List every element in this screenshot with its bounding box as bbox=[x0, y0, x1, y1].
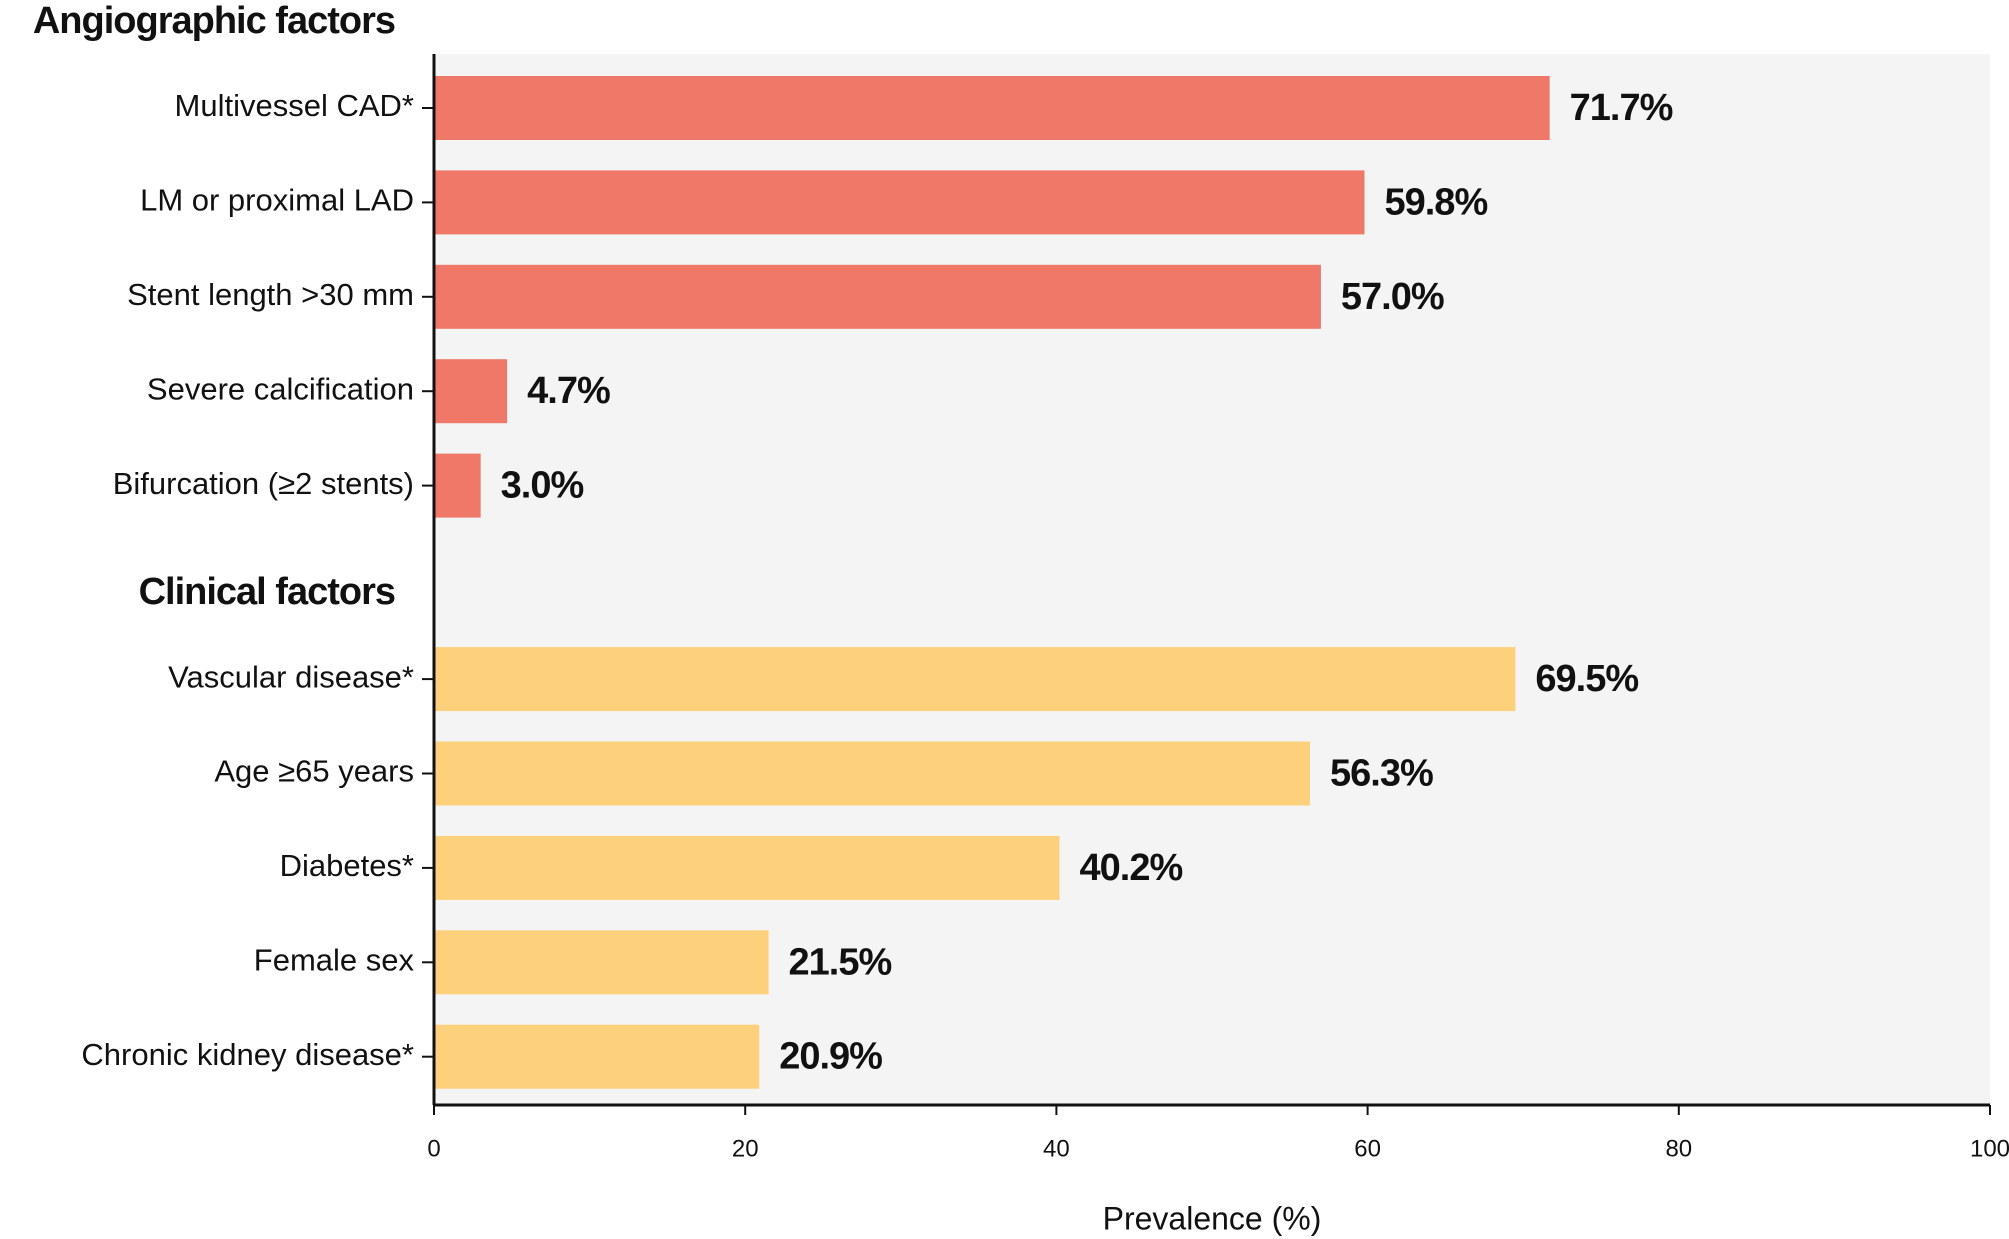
bar bbox=[434, 930, 769, 995]
y-tick-label: Diabetes* bbox=[280, 848, 414, 883]
value-label: 21.5% bbox=[789, 941, 892, 983]
y-tick-label: Multivessel CAD* bbox=[175, 88, 414, 123]
x-tick-label: 0 bbox=[427, 1135, 440, 1162]
value-label: 3.0% bbox=[501, 465, 584, 507]
y-tick-label: Stent length >30 mm bbox=[127, 277, 414, 312]
x-tick-label: 60 bbox=[1354, 1135, 1381, 1162]
group-title: Clinical factors bbox=[139, 571, 395, 613]
y-tick-label: Age ≥65 years bbox=[214, 754, 414, 789]
value-label: 71.7% bbox=[1570, 87, 1673, 129]
x-tick-label: 80 bbox=[1665, 1135, 1692, 1162]
bar bbox=[434, 359, 508, 424]
value-label: 59.8% bbox=[1384, 181, 1487, 223]
y-tick-label: LM or proximal LAD bbox=[140, 183, 414, 218]
y-tick-label: Bifurcation (≥2 stents) bbox=[113, 466, 414, 501]
y-tick-label: Female sex bbox=[254, 942, 415, 977]
value-label: 4.7% bbox=[527, 370, 610, 412]
x-tick-label: 20 bbox=[732, 1135, 759, 1162]
bar bbox=[434, 170, 1365, 235]
bar bbox=[434, 453, 481, 518]
x-axis-label: Prevalence (%) bbox=[1103, 1200, 1322, 1236]
x-tick-label: 100 bbox=[1970, 1135, 2009, 1162]
bar bbox=[434, 647, 1516, 712]
value-label: 69.5% bbox=[1535, 658, 1638, 700]
x-tick-label: 40 bbox=[1043, 1135, 1070, 1162]
y-tick-label: Severe calcification bbox=[147, 371, 414, 406]
bar bbox=[434, 76, 1550, 140]
y-tick-label: Vascular disease* bbox=[168, 659, 414, 694]
value-label: 56.3% bbox=[1330, 753, 1433, 795]
group-title: Angiographic factors bbox=[33, 0, 395, 42]
bar bbox=[434, 264, 1321, 329]
bar bbox=[434, 835, 1060, 900]
value-label: 20.9% bbox=[779, 1036, 882, 1078]
value-label: 57.0% bbox=[1341, 276, 1444, 318]
bar bbox=[434, 741, 1311, 806]
value-label: 40.2% bbox=[1080, 847, 1183, 889]
y-tick-label: Chronic kidney disease* bbox=[81, 1037, 414, 1072]
bar bbox=[434, 1024, 760, 1089]
